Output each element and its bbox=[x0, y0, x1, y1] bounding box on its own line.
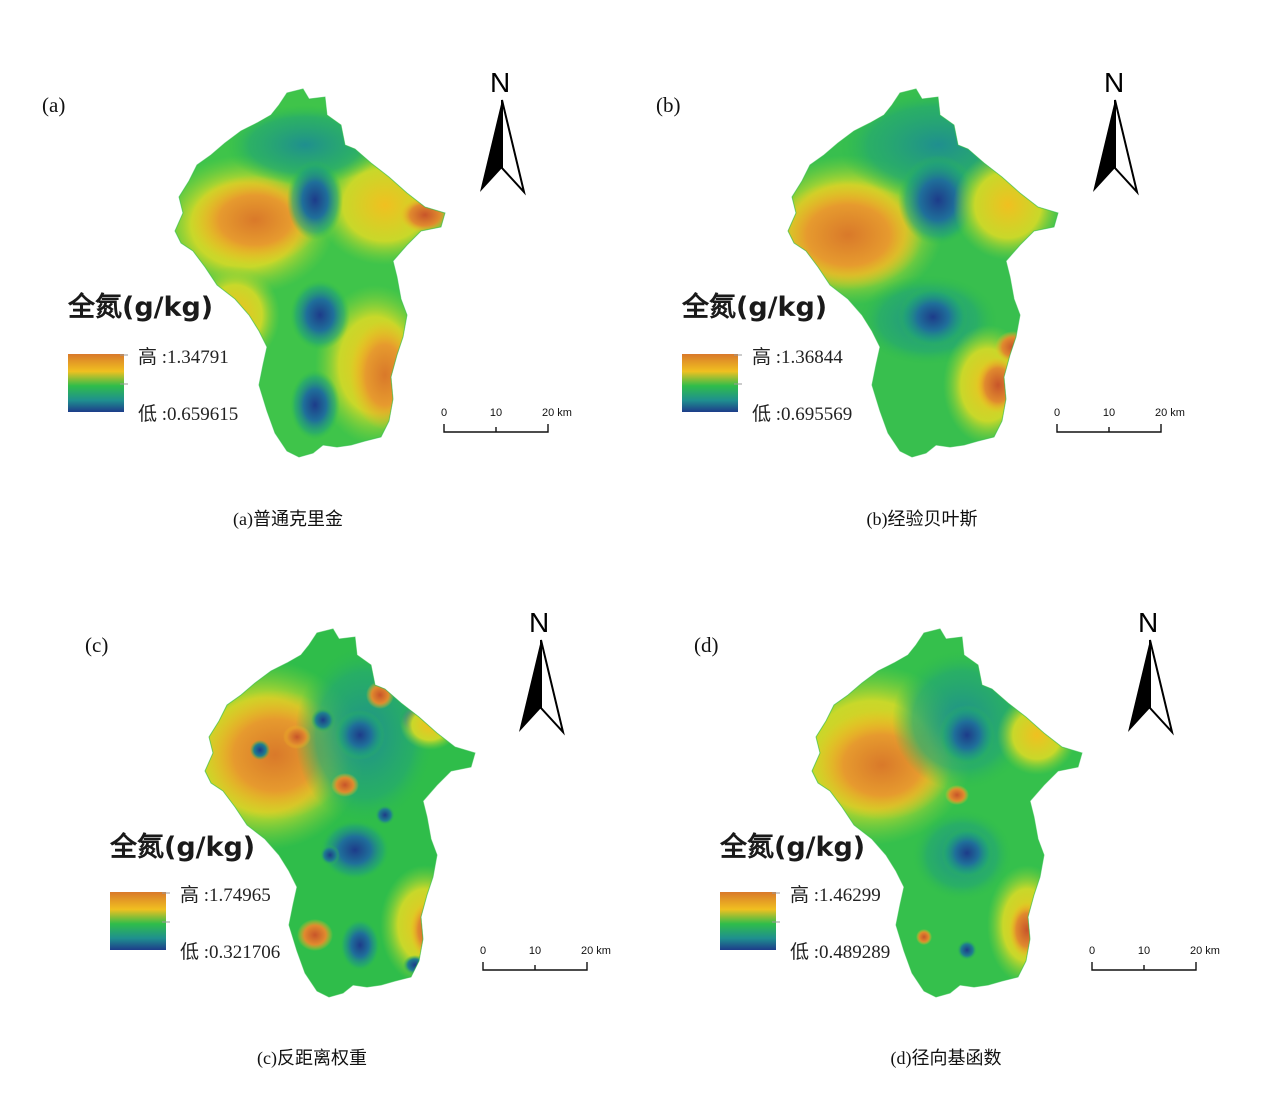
panel-caption: (a)普通克里金 bbox=[233, 509, 343, 530]
legend-low-label: 低 :0.321706 bbox=[180, 941, 280, 963]
north-label: N bbox=[490, 67, 510, 98]
legend: 全氮(g/kg) 高 :1.74965 低 :0.321706 bbox=[109, 831, 280, 963]
panel-letter: (d) bbox=[694, 633, 719, 657]
legend: 全氮(g/kg) 高 :1.34791 低 :0.659615 bbox=[67, 291, 238, 425]
legend-color-ramp bbox=[720, 892, 776, 950]
legend: 全氮(g/kg) 高 :1.46299 低 :0.489289 bbox=[719, 831, 890, 963]
north-arrow-icon bbox=[518, 639, 564, 733]
north-arrow: N bbox=[1127, 607, 1173, 733]
scale-tick-20: 20 km bbox=[1155, 407, 1185, 419]
legend-color-ramp bbox=[682, 354, 738, 412]
legend-title: 全氮(g/kg) bbox=[67, 291, 213, 323]
scale-tick-10: 10 bbox=[1103, 407, 1115, 419]
north-arrow: N bbox=[479, 67, 525, 193]
scale-tick-10: 10 bbox=[529, 945, 541, 957]
legend-low-label: 低 :0.695569 bbox=[752, 403, 852, 425]
scale-tick-10: 10 bbox=[490, 407, 502, 419]
scale-bar: 0 10 20 km bbox=[441, 407, 572, 433]
legend-title: 全氮(g/kg) bbox=[719, 831, 865, 863]
north-arrow: N bbox=[518, 607, 564, 733]
legend: 全氮(g/kg) 高 :1.36844 低 :0.695569 bbox=[681, 291, 852, 425]
scale-tick-20: 20 km bbox=[1190, 945, 1220, 957]
legend-color-ramp bbox=[68, 354, 124, 412]
north-label: N bbox=[1104, 67, 1124, 98]
map-panel-a: (a) N 全氮(g/kg) bbox=[42, 67, 572, 530]
scale-tick-0: 0 bbox=[1054, 407, 1060, 419]
map-panel-c: (c) bbox=[85, 607, 611, 1069]
legend-low-label: 低 :0.489289 bbox=[790, 941, 890, 963]
panel-caption: (d)径向基函数 bbox=[891, 1048, 1002, 1069]
north-arrow-icon bbox=[479, 99, 525, 193]
north-label: N bbox=[1138, 607, 1158, 638]
legend-title: 全氮(g/kg) bbox=[681, 291, 827, 323]
map-panel-d: (d) N 全氮(g/kg) bbox=[694, 607, 1220, 1069]
scale-tick-10: 10 bbox=[1138, 945, 1150, 957]
legend-high-label: 高 :1.34791 bbox=[138, 346, 229, 368]
scale-bar: 0 10 20 km bbox=[1089, 945, 1220, 971]
legend-title: 全氮(g/kg) bbox=[109, 831, 255, 863]
scale-bar: 0 10 20 km bbox=[1054, 407, 1185, 433]
scale-tick-0: 0 bbox=[441, 407, 447, 419]
legend-high-label: 高 :1.46299 bbox=[790, 884, 881, 906]
north-arrow-icon bbox=[1127, 639, 1173, 733]
legend-high-label: 高 :1.74965 bbox=[180, 884, 271, 906]
panel-caption: (c)反距离权重 bbox=[257, 1048, 367, 1069]
panel-letter: (b) bbox=[656, 93, 681, 117]
scale-bar: 0 10 20 km bbox=[480, 945, 611, 971]
legend-low-label: 低 :0.659615 bbox=[138, 403, 238, 425]
map-panel-b: (b) N 全氮(g/kg) bbox=[656, 67, 1185, 530]
panel-letter: (c) bbox=[85, 633, 108, 657]
scale-tick-20: 20 km bbox=[581, 945, 611, 957]
north-arrow-icon bbox=[1092, 99, 1138, 193]
panel-caption: (b)经验贝叶斯 bbox=[867, 509, 978, 530]
north-arrow: N bbox=[1092, 67, 1138, 193]
north-label: N bbox=[529, 607, 549, 638]
legend-color-ramp bbox=[110, 892, 166, 950]
panel-letter: (a) bbox=[42, 93, 65, 117]
legend-high-label: 高 :1.36844 bbox=[752, 346, 843, 368]
scale-tick-20: 20 km bbox=[542, 407, 572, 419]
scale-tick-0: 0 bbox=[1089, 945, 1095, 957]
scale-tick-0: 0 bbox=[480, 945, 486, 957]
